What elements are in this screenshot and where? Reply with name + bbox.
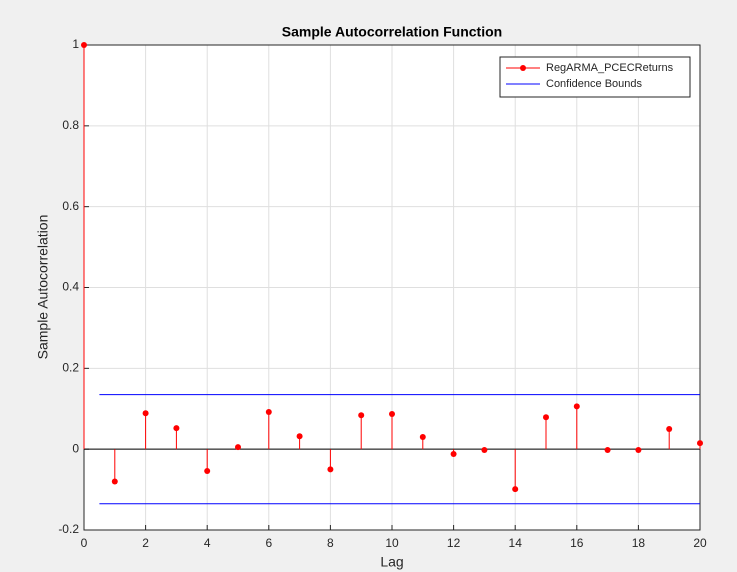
- legend-marker: [520, 65, 526, 71]
- stem-marker: [604, 446, 611, 453]
- stem-marker: [265, 408, 272, 415]
- stem-marker: [296, 433, 303, 440]
- chart-title: Sample Autocorrelation Function: [282, 24, 502, 40]
- stem-marker: [111, 478, 118, 485]
- x-tick-label: 18: [632, 536, 646, 550]
- x-tick-label: 0: [81, 536, 88, 550]
- legend-label: Confidence Bounds: [546, 78, 643, 90]
- stem-marker: [481, 446, 488, 453]
- x-tick-label: 4: [204, 536, 211, 550]
- y-tick-label: 1: [72, 37, 79, 51]
- x-tick-label: 8: [327, 536, 334, 550]
- stem-marker: [358, 412, 365, 419]
- y-tick-label: 0.6: [62, 199, 79, 213]
- x-tick-label: 6: [265, 536, 272, 550]
- y-axis-label: Sample Autocorrelation: [35, 215, 51, 360]
- stem-marker: [573, 403, 580, 410]
- stem-marker: [327, 466, 334, 473]
- x-tick-label: 10: [385, 536, 399, 550]
- stem-marker: [697, 440, 703, 447]
- stem-marker: [173, 425, 180, 432]
- x-tick-label: 16: [570, 536, 584, 550]
- stem-marker: [635, 446, 642, 453]
- stem-marker: [81, 42, 87, 48]
- stem-marker: [450, 451, 457, 458]
- x-tick-label: 20: [693, 536, 707, 550]
- y-tick-label: -0.2: [58, 522, 79, 536]
- stem-marker: [666, 425, 673, 432]
- x-tick-label: 12: [447, 536, 461, 550]
- y-tick-label: 0: [72, 441, 79, 455]
- legend-label: RegARMA_PCECReturns: [546, 62, 674, 74]
- stem-marker: [389, 411, 395, 418]
- stem-marker: [235, 444, 241, 451]
- y-tick-label: 0.8: [62, 118, 79, 132]
- stem-marker: [204, 467, 211, 474]
- y-tick-label: 0.4: [62, 280, 79, 294]
- stem-marker: [419, 434, 426, 441]
- stem-marker: [142, 410, 149, 417]
- x-axis-label: Lag: [380, 554, 403, 570]
- y-tick-label: 0.2: [62, 361, 79, 375]
- stem-marker: [512, 486, 519, 493]
- x-tick-label: 2: [142, 536, 149, 550]
- legend-box: [499, 56, 691, 98]
- stem-marker: [543, 414, 549, 421]
- x-tick-label: 14: [509, 536, 523, 550]
